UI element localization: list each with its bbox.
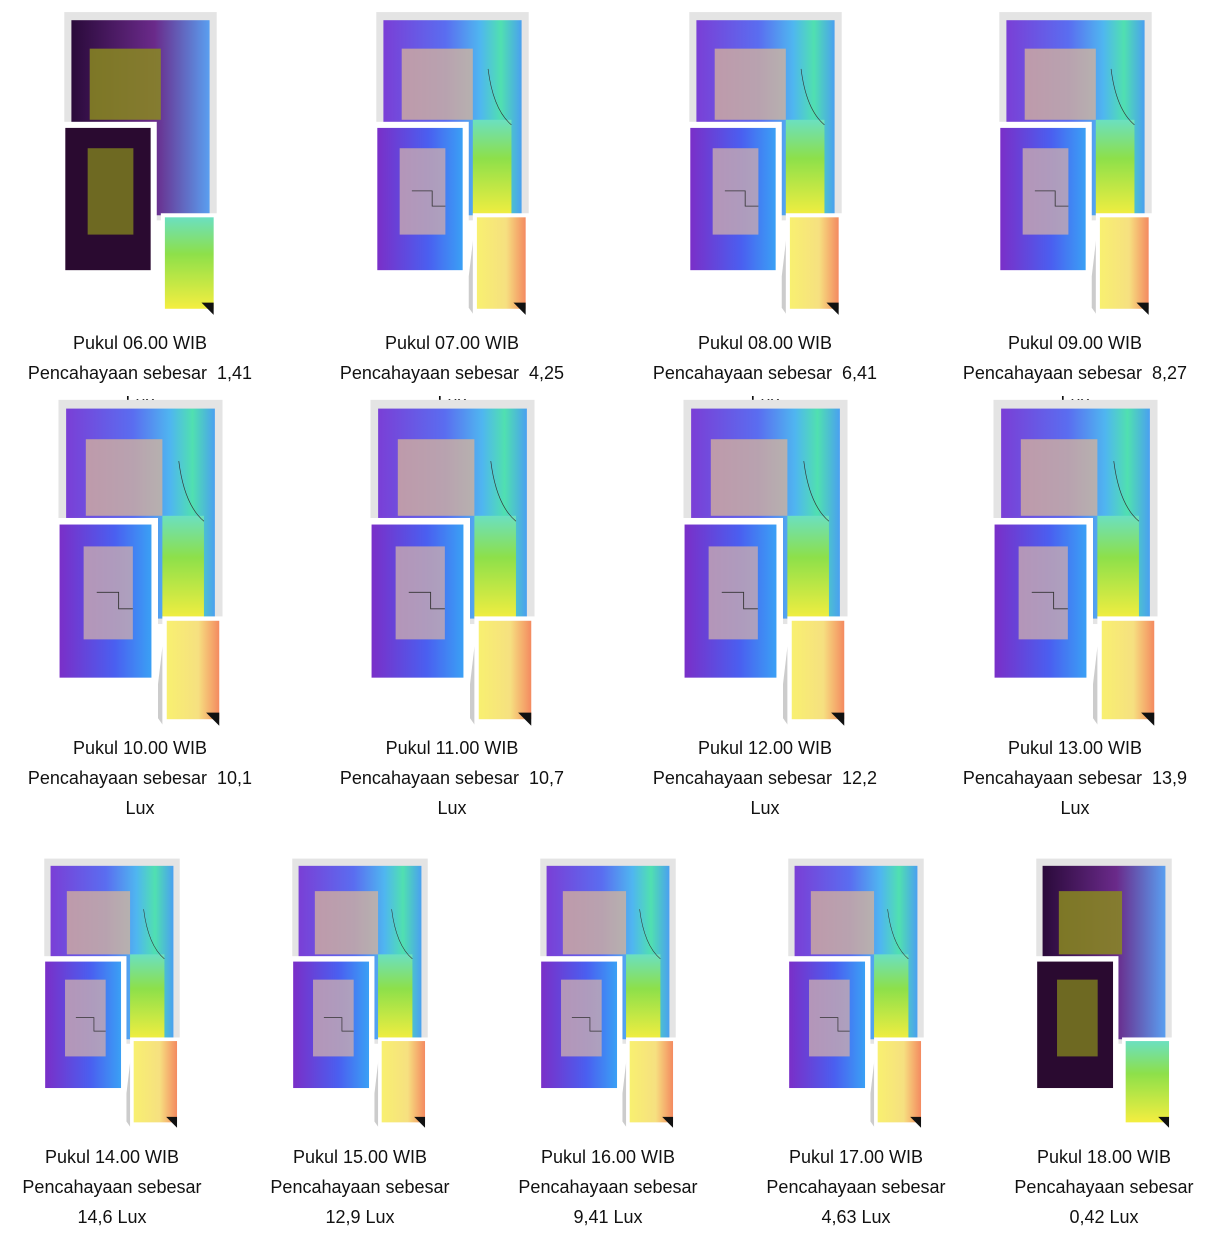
- caption-time: Pukul 12.00 WIB: [615, 733, 915, 763]
- caption-time: Pukul 08.00 WIB: [615, 328, 915, 358]
- simulation-image: [370, 8, 535, 323]
- caption-time: Pukul 13.00 WIB: [925, 733, 1219, 763]
- caption-line: Pencahayaan sebesar 10,1: [0, 763, 290, 793]
- caption-line: Pencahayaan sebesar 13,9: [925, 763, 1219, 793]
- simulation-image: [683, 8, 848, 323]
- caption-line: 0,42 Lux: [954, 1202, 1219, 1232]
- figure-page: Pukul 06.00 WIBPencahayaan sebesar 1,41 L…: [0, 0, 1219, 1256]
- caption-line: Pencahayaan sebesar 1,41: [0, 358, 290, 388]
- simulation-image: [285, 855, 435, 1135]
- caption-time: Pukul 10.00 WIB: [0, 733, 290, 763]
- caption-line: Lux: [925, 793, 1219, 823]
- simulation-image: [365, 395, 540, 735]
- caption-line: Pencahayaan sebesar 10,7: [302, 763, 602, 793]
- simulation-image: [53, 395, 228, 735]
- simulation-image: [988, 395, 1163, 735]
- caption-time: Pukul 06.00 WIB: [0, 328, 290, 358]
- caption-time: Pukul 09.00 WIB: [925, 328, 1219, 358]
- caption-line: Pencahayaan sebesar 12,2: [615, 763, 915, 793]
- simulation-image: [58, 8, 223, 323]
- simulation-image: [781, 855, 931, 1135]
- simulation-image: [1029, 855, 1179, 1135]
- simulation-image: [37, 855, 187, 1135]
- simulation-image: [678, 395, 853, 735]
- caption-line: Lux: [0, 793, 290, 823]
- caption-time: Pukul 18.00 WIB: [954, 1142, 1219, 1172]
- caption-line: Pencahayaan sebesar: [954, 1172, 1219, 1202]
- caption-line: Lux: [302, 793, 602, 823]
- simulation-image: [993, 8, 1158, 323]
- caption-line: Pencahayaan sebesar 8,27: [925, 358, 1219, 388]
- simulation-image: [533, 855, 683, 1135]
- caption-time: Pukul 07.00 WIB: [302, 328, 602, 358]
- caption-line: Pencahayaan sebesar 4,25: [302, 358, 602, 388]
- caption-line: Pencahayaan sebesar 6,41: [615, 358, 915, 388]
- caption-line: Lux: [615, 793, 915, 823]
- caption-time: Pukul 11.00 WIB: [302, 733, 602, 763]
